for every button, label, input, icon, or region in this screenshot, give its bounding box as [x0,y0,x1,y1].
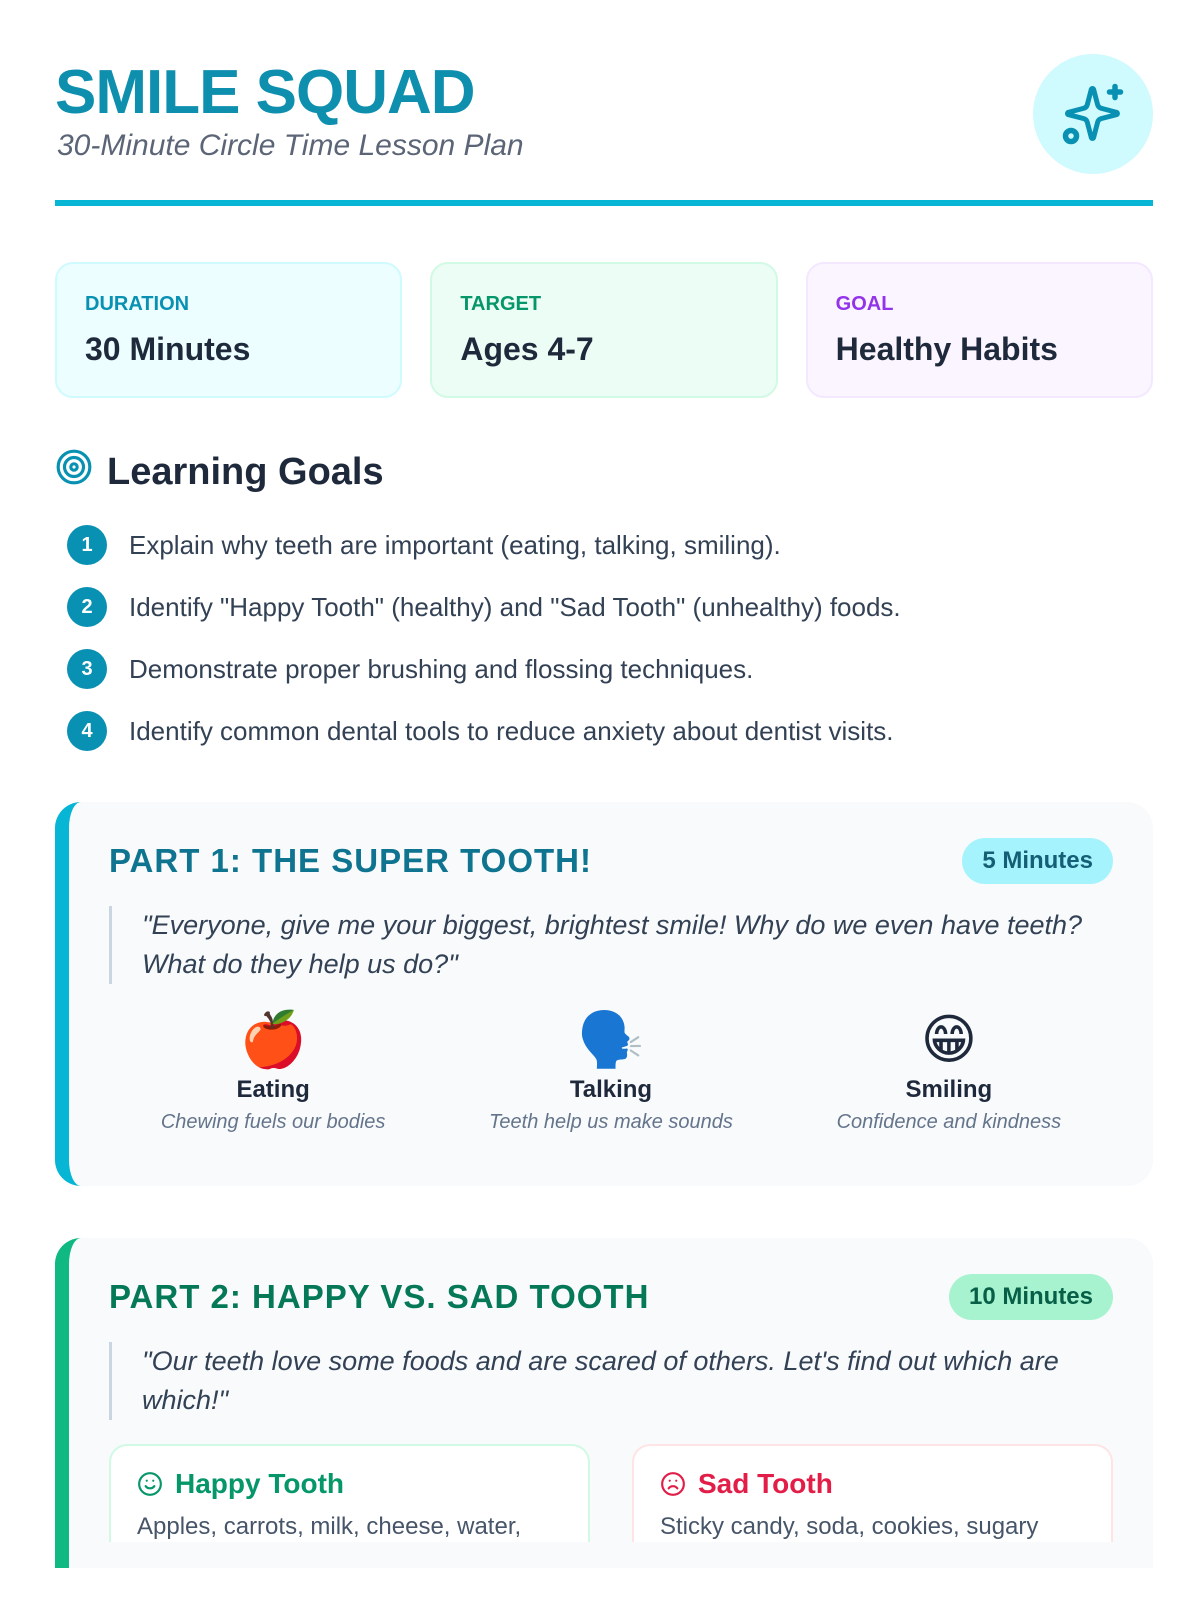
item-name: Talking [569,1076,653,1103]
card-value: 30 Minutes [85,331,251,367]
list-item: 3 Demonstrate proper brushing and flossin… [55,638,1153,700]
goal-number: 2 [67,587,107,627]
talking-item: 🗣️ Talking Teeth help us make sounds [489,1008,733,1134]
script-quote: "Our teeth love some foods and are scare… [109,1342,1113,1420]
goal-number: 1 [67,525,107,565]
card-title: Sad Tooth [698,1468,833,1499]
duration-badge: 5 Minutes [962,838,1113,884]
target-icon [55,448,93,496]
happy-tooth-card: Happy Tooth Apples, carrots, milk, chees… [109,1444,590,1542]
item-desc: Chewing fuels our bodies [160,1111,386,1133]
item-name: Eating [236,1076,310,1103]
part-1-section: PART 1: THE SUPER TOOTH! 5 Minutes "Every… [55,802,1153,1186]
goal-text: Explain why teeth are important (eating,… [129,529,781,560]
goal-text: Identify common dental tools to reduce a… [129,715,894,746]
duration-card: DURATION 30 Minutes [55,262,403,398]
list-item: 1 Explain why teeth are important (eating… [55,514,1153,576]
list-item: 4 Identify common dental tools to reduce … [55,700,1153,762]
sad-tooth-card: Sad Tooth Sticky candy, soda, cookies, s… [632,1444,1113,1542]
card-label: DURATION [85,293,190,315]
item-desc: Teeth help us make sounds [489,1111,733,1133]
list-item: 2 Identify "Happy Tooth" (healthy) and "S… [55,576,1153,638]
goal-text: Demonstrate proper brushing and flossing… [129,653,754,684]
target-card: TARGET Ages 4-7 [430,262,778,398]
card-value: Ages 4-7 [460,331,594,367]
sparkles-icon [1033,54,1153,174]
card-value: Healthy Habits [835,331,1058,367]
card-text: Sticky candy, soda, cookies, sugary [660,1513,1039,1540]
card-label: TARGET [460,293,542,315]
card-label: GOAL [835,293,894,315]
page-subtitle: 30-Minute Circle Time Lesson Plan [57,129,524,162]
goal-number: 4 [67,711,107,751]
part-2-section: PART 2: HAPPY VS. SAD TOOTH 10 Minutes "O… [55,1238,1153,1568]
card-text: Apples, carrots, milk, cheese, water, [137,1513,522,1540]
goal-card: GOAL Healthy Habits [805,262,1153,398]
section-title: Learning Goals [107,450,384,493]
frown-icon [661,1472,685,1496]
goal-text: Identify "Happy Tooth" (healthy) and "Sa… [129,591,901,622]
smiling-item: 😁 Smiling Confidence and kindness [837,1008,1062,1134]
script-quote: "Everyone, give me your biggest, brighte… [109,906,1113,984]
speaking-head-icon: 🗣️ [577,1010,645,1070]
goal-number: 3 [67,649,107,689]
eating-item: 🍎 Eating Chewing fuels our bodies [161,1008,386,1134]
learning-goals-list: 1 Explain why teeth are important (eating… [55,514,1153,762]
apple-icon: 🍎 [239,1010,307,1070]
duration-badge: 10 Minutes [948,1274,1113,1320]
part-title: PART 2: HAPPY VS. SAD TOOTH [109,1278,650,1315]
card-title: Happy Tooth [175,1468,345,1499]
item-name: Smiling [905,1076,993,1103]
part-title: PART 1: THE SUPER TOOTH! [109,842,592,879]
learning-goals-heading: Learning Goals [55,448,1153,496]
header: SMILE SQUAD 30-Minute Circle Time Lesson… [55,0,1153,206]
page-title: SMILE SQUAD [55,58,476,127]
item-desc: Confidence and kindness [836,1111,1062,1133]
smile-icon [138,1472,162,1496]
grinning-face-icon: 😁 [920,1010,978,1070]
